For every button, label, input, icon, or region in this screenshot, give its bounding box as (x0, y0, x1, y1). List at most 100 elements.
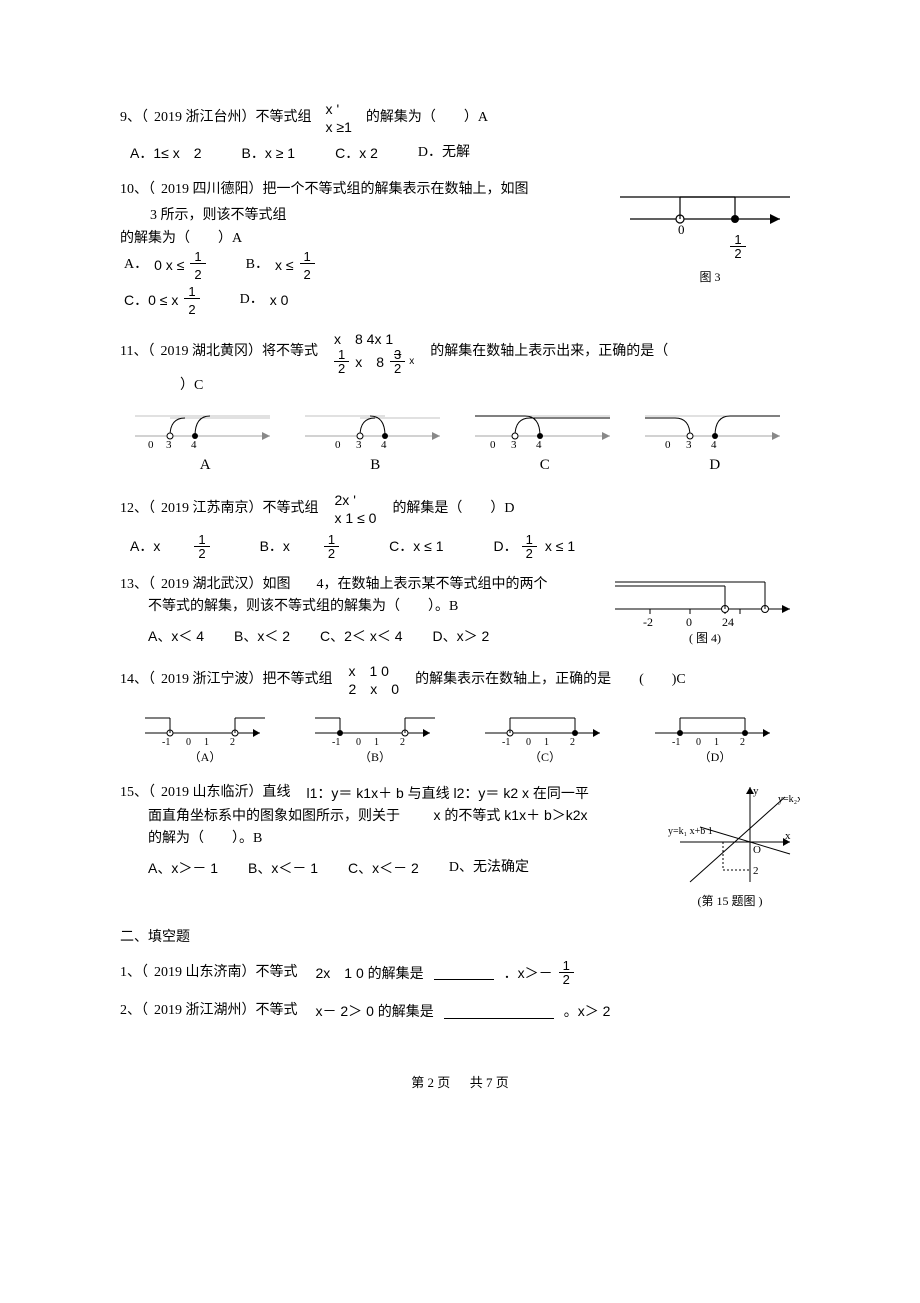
svg-text:1: 1 (374, 737, 379, 748)
q15-l2: 面直角坐标系中的图象如图所示，则关于 (148, 809, 400, 824)
q13-opt-d: D、x＞ 2 (433, 625, 490, 647)
q15-figure: y=k₂x y=k₁ x+b 1 y x O 2 (第 15 题图 ) (660, 782, 800, 911)
svg-text:0: 0 (526, 737, 531, 748)
q9-opt-d: D．无解 (418, 142, 470, 164)
svg-text:y=k₂x: y=k₂x (778, 794, 800, 805)
q14-label-c: （C） (480, 748, 610, 767)
q14-prefix: 14、（ (120, 669, 155, 691)
q11-system: x 8 4x 1 12 x 8 32 x (334, 330, 414, 375)
svg-text:3: 3 (686, 439, 692, 451)
q9-sys-apos: ' (337, 100, 340, 118)
numberline-icon: -1012 (310, 708, 440, 748)
svg-text:0: 0 (696, 737, 701, 748)
q11-choice-d: 0 3 4 (640, 406, 790, 451)
q12-opt-b: B．x 12 (260, 533, 340, 560)
q14-choices: -1012 （A） -1012 （B） (120, 708, 800, 767)
q15-l1: l1：y＝ k1x＋ b 与直线 l2：y＝ k2 x 在同一平 (307, 782, 589, 804)
q12-opt-a: A．x 12 (130, 533, 210, 560)
q10-opt-a-pre: A． (124, 250, 148, 281)
svg-text:4: 4 (381, 439, 387, 451)
q14-label-d: （D） (650, 748, 780, 767)
q9-sys-top: x (326, 100, 333, 118)
svg-text:0: 0 (335, 439, 341, 451)
q14-choice-d: -1012 （D） (650, 708, 780, 767)
svg-text:4: 4 (191, 439, 197, 451)
q14-label-b: （B） (310, 748, 440, 767)
q10-b-frac: 12 (300, 250, 315, 281)
q9-prefix: 9、（ (120, 107, 148, 129)
q13-opt-a: A、x＜ 4 (148, 625, 204, 647)
svg-text:4: 4 (536, 439, 542, 451)
q13-caption: ( 图 4) (610, 629, 800, 648)
q13-src: 2019 湖北武汉）如图 (161, 574, 291, 596)
q10-a-frac: 12 (190, 250, 205, 281)
q10-opt-d-txt: x 0 (270, 289, 289, 311)
q14-src: 2019 浙江宁波）把不等式组 (161, 669, 333, 691)
svg-text:y=k₁ x+b 1: y=k₁ x+b 1 (668, 826, 713, 837)
numberline-icon: -1012 (140, 708, 270, 748)
svg-text:x: x (785, 830, 791, 842)
q11-tail: 的解集在数轴上表示出来，正确的是（ (430, 341, 668, 363)
q14-label-a: （A） (140, 748, 270, 767)
question-13: -2 0 24 ( 图 4) 13、（ 2019 湖北武汉）如图 4，在数轴上表… (120, 574, 800, 648)
svg-text:0: 0 (356, 737, 361, 748)
q14-choice-b: -1012 （B） (310, 708, 440, 767)
numberline-icon: -2 0 24 (610, 574, 800, 629)
q13-prefix: 13、（ (120, 574, 155, 596)
q10-opt-b-txt: x ≤ (275, 250, 294, 281)
coord-graph-icon: y=k₂x y=k₁ x+b 1 y x O 2 (660, 782, 800, 892)
q11-label-c: C (540, 453, 550, 477)
numberline-icon: 034 (130, 406, 280, 451)
svg-text:1: 1 (204, 737, 209, 748)
numberline-icon: -1012 (480, 708, 610, 748)
q9-sys-bot: x ≥1 (326, 118, 352, 136)
section-2-title: 二、填空题 (120, 927, 800, 949)
q14-choice-a: -1012 （A） (140, 708, 270, 767)
q11-close: ）C (180, 375, 800, 397)
svg-text:0: 0 (490, 439, 496, 451)
q11-choices: 0 3 4 0 3 4 (120, 406, 800, 451)
q10-opt-d-pre: D． (240, 289, 264, 311)
q13-opt-b: B、x＜ 2 (234, 625, 290, 647)
q9-src: 2019 浙江台州）不等式组 (154, 107, 312, 129)
question-15: y=k₂x y=k₁ x+b 1 y x O 2 (第 15 题图 ) 15、（… (120, 782, 800, 911)
svg-text:4: 4 (711, 439, 717, 451)
svg-text:2: 2 (400, 737, 405, 748)
q11-prefix: 11、（ (120, 341, 154, 363)
q10-half-n: 1 (730, 233, 745, 247)
svg-text:2: 2 (230, 737, 235, 748)
q15-opt-b: B、x＜－ 1 (248, 857, 318, 879)
blank-line (434, 965, 494, 980)
q15-opt-d: D、无法确定 (449, 857, 529, 879)
q12-tail: 的解集是（ ）D (392, 498, 514, 520)
q9-opt-c: C．x 2 (335, 142, 378, 164)
svg-text:3: 3 (511, 439, 517, 451)
q12-system: 2x' x 1 ≤ 0 (335, 491, 377, 527)
svg-text:1: 1 (714, 737, 719, 748)
q10-opt-a-txt: 0 x ≤ (154, 250, 184, 281)
q12-opt-c: C．x ≤ 1 (389, 533, 443, 560)
numberline-icon: 0 3 4 (470, 406, 620, 451)
svg-text:24: 24 (722, 615, 734, 629)
svg-text:-2: -2 (643, 615, 653, 629)
f2-src: 2019 浙江湖州）不等式 (154, 1000, 298, 1022)
q9-opt-a: A．1≤ x 2 (130, 142, 201, 164)
q14-sys-bot: 2 x 0 (349, 680, 400, 698)
q10-tick-half: 12 (728, 233, 748, 260)
svg-text:2: 2 (753, 865, 759, 877)
q9-system: x' x ≥1 (326, 100, 352, 136)
question-11: 11、（ 2019 湖北黄冈）将不等式 x 8 4x 1 12 x 8 32 x… (120, 330, 800, 477)
q13-opt-c: C、2＜ x＜ 4 (320, 625, 402, 647)
f2-ans: 。x＞ 2 (564, 1000, 611, 1022)
fill-1: 1、（ 2019 山东济南）不等式 2x 1 0 的解集是 ．x＞－ 12 (120, 959, 800, 986)
q11-sys-mid: x 8 (355, 353, 384, 371)
svg-text:0: 0 (186, 737, 191, 748)
q9-options: A．1≤ x 2 B．x ≥ 1 C．x 2 D．无解 (130, 142, 800, 164)
f2-expr: x－ 2＞ 0 的解集是 (316, 1000, 434, 1022)
q14-sys-top: x 1 0 (349, 662, 400, 680)
svg-text:0: 0 (665, 439, 671, 451)
q11-choice-b: 034 (300, 406, 450, 451)
f1-src: 2019 山东济南）不等式 (154, 962, 298, 984)
q14-tail: 的解集表示在数轴上，正确的是 ( )C (415, 669, 686, 691)
q12-src: 2019 江苏南京）不等式组 (161, 498, 319, 520)
